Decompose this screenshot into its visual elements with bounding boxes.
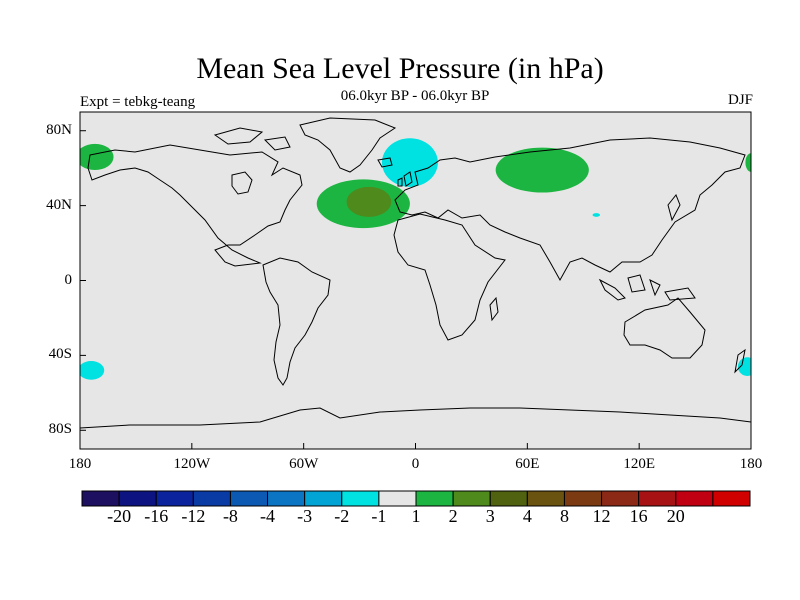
lat-tick-label: 40N [46,196,72,213]
north-pacific-east-positive [745,153,751,172]
colorbar-swatch [563,490,603,507]
coastline-greenland [299,117,397,173]
greenland-sea-negative [381,138,438,187]
lon-tick-label: 120E [623,456,655,472]
colorbar-label: -16 [144,506,169,526]
colorbar-swatch [415,490,454,507]
colorbar-label: 20 [666,506,685,526]
lat-tick-label: 80N [46,121,72,138]
colorbar-label: -4 [260,506,276,526]
colorbar-label: -3 [297,506,313,526]
colorbar-label: 4 [522,506,532,526]
colorbar-swatch [601,490,640,507]
colorbar-swatch [267,490,306,507]
coastline-british-isles [397,171,413,187]
colorbar-swatch [118,490,157,507]
colorbar-swatch [229,490,269,507]
colorbar-swatch [712,490,751,507]
colorbar-label: -8 [222,506,238,526]
colorbar-swatch [378,490,417,507]
colorbar-swatch [526,490,565,507]
colorbar-label: -2 [334,506,350,526]
axis-ticks [79,130,752,449]
plot-subtitle: 06.0kyr BP - 06.0kyr BP [340,88,490,104]
coastline-antarctica [80,407,751,429]
colorbar-label: -12 [181,506,206,526]
coastlines [80,117,751,429]
south-pacific-east-negative [737,357,751,376]
lat-tick-label: 0 [64,271,73,288]
lon-tick-label: 60E [515,456,540,472]
lat-tick-label: 40S [48,346,72,363]
colorbar-swatch [489,490,528,507]
coastline-japan [667,194,681,222]
lon-tick-label: 0 [411,456,420,472]
coastline-south-america [262,257,331,386]
central-asia-negative [592,213,601,217]
anomaly-regions [80,138,751,380]
colorbar-swatch [341,490,380,507]
coastline-arctic-islands [213,127,291,151]
colorbar-swatch [81,490,120,507]
south-pacific-west-negative [80,361,105,380]
coastline-africa [393,213,506,341]
north-pacific-west-positive [80,143,114,171]
colorbar-label: -20 [107,506,132,526]
colorbar-swatch [155,490,194,507]
north-atlantic-core [346,186,392,217]
siberia-positive [495,147,589,193]
colorbar-swatch [304,490,343,507]
coastline-madagascar [489,296,499,322]
colorbar-label: 16 [629,506,648,526]
colorbar-label: 12 [592,506,611,526]
season-label: DJF [727,92,753,108]
colorbar-swatch [638,490,677,507]
coastline-north-america [87,144,303,267]
colorbar-label: -1 [371,506,387,526]
coastline-iceland [377,157,393,168]
lon-tick-label: 60W [289,456,319,472]
lon-tick-label: 180 [68,456,92,472]
experiment-label: Expt = tebkg-teang [80,94,196,110]
lat-tick-label: 80S [48,421,72,438]
colorbar-swatch [675,490,714,507]
colorbar-label: 8 [559,506,569,526]
coastline-sumatra-borneo [598,274,696,301]
coastline-new-zealand [734,348,746,374]
colorbar-swatch [192,490,231,507]
coastline-eurasia [394,137,746,282]
colorbar-label: 3 [485,506,495,526]
lon-tick-label: 180 [739,456,763,472]
colorbar-label: 1 [411,506,421,526]
colorbar-label: 2 [448,506,458,526]
colorbar [81,490,751,507]
plot-title: Mean Sea Level Pressure (in hPa) [196,52,604,85]
coastline-hudson-bay [231,171,253,195]
colorbar-swatch [452,490,491,507]
coastline-australia [623,297,706,359]
lon-tick-label: 120W [173,456,211,472]
